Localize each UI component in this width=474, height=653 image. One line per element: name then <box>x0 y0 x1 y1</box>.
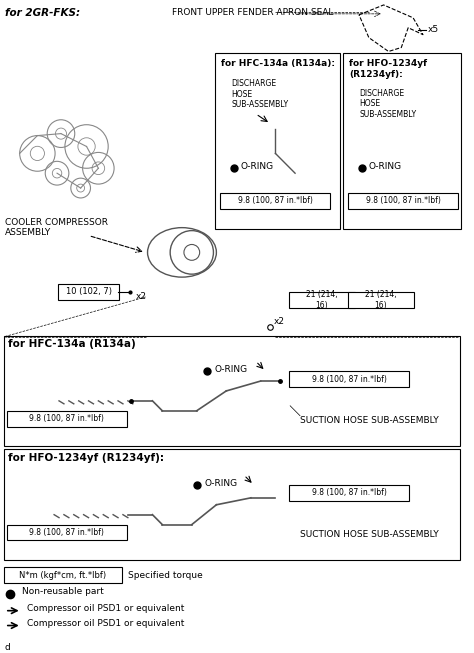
FancyBboxPatch shape <box>348 292 414 308</box>
FancyBboxPatch shape <box>343 54 461 229</box>
Text: FRONT UPPER FENDER APRON SEAL: FRONT UPPER FENDER APRON SEAL <box>172 8 334 17</box>
Text: for HFC-134a (R134a): for HFC-134a (R134a) <box>8 340 136 349</box>
Text: 9.8 (100, 87 in.*lbf): 9.8 (100, 87 in.*lbf) <box>238 197 313 206</box>
Text: O-RING: O-RING <box>205 479 238 488</box>
FancyBboxPatch shape <box>4 336 460 447</box>
Text: 9.8 (100, 87 in.*lbf): 9.8 (100, 87 in.*lbf) <box>366 197 441 206</box>
Text: Specified torque: Specified torque <box>128 571 202 580</box>
Text: O-RING: O-RING <box>241 162 274 171</box>
Text: DISCHARGE
HOSE
SUB-ASSEMBLY: DISCHARGE HOSE SUB-ASSEMBLY <box>359 89 416 119</box>
Text: 21 (214,
16): 21 (214, 16) <box>306 290 337 310</box>
Text: for 2GR-FKS:: for 2GR-FKS: <box>5 8 80 18</box>
FancyBboxPatch shape <box>348 193 458 209</box>
Text: 21 (214,
16): 21 (214, 16) <box>365 290 396 310</box>
Text: 9.8 (100, 87 in.*lbf): 9.8 (100, 87 in.*lbf) <box>312 488 387 498</box>
FancyBboxPatch shape <box>4 567 122 583</box>
FancyBboxPatch shape <box>289 292 355 308</box>
Text: x2: x2 <box>273 317 284 326</box>
FancyBboxPatch shape <box>4 449 460 560</box>
FancyBboxPatch shape <box>58 284 119 300</box>
Text: for HFO-1234yf (R1234yf):: for HFO-1234yf (R1234yf): <box>8 453 164 464</box>
FancyBboxPatch shape <box>289 371 409 387</box>
Text: O-RING: O-RING <box>369 162 402 171</box>
Text: COOLER COMPRESSOR
ASSEMBLY: COOLER COMPRESSOR ASSEMBLY <box>5 217 108 237</box>
Text: d: d <box>5 643 11 652</box>
Text: N*m (kgf*cm, ft.*lbf): N*m (kgf*cm, ft.*lbf) <box>19 571 107 580</box>
Text: 9.8 (100, 87 in.*lbf): 9.8 (100, 87 in.*lbf) <box>29 414 104 423</box>
Text: for HFO-1234yf
(R1234yf):: for HFO-1234yf (R1234yf): <box>349 59 427 79</box>
Text: Non-reusable part: Non-reusable part <box>22 587 103 596</box>
FancyBboxPatch shape <box>220 193 330 209</box>
Text: SUCTION HOSE SUB-ASSEMBLY: SUCTION HOSE SUB-ASSEMBLY <box>300 416 439 424</box>
FancyBboxPatch shape <box>7 411 127 426</box>
Text: O-RING: O-RING <box>214 364 247 374</box>
Text: 10 (102, 7): 10 (102, 7) <box>65 287 111 296</box>
FancyBboxPatch shape <box>215 54 340 229</box>
Text: for HFC-134a (R134a):: for HFC-134a (R134a): <box>221 59 335 69</box>
Text: Compressor oil PSD1 or equivalent: Compressor oil PSD1 or equivalent <box>27 604 184 613</box>
Text: 9.8 (100, 87 in.*lbf): 9.8 (100, 87 in.*lbf) <box>29 528 104 537</box>
FancyBboxPatch shape <box>7 524 127 541</box>
Text: x5: x5 <box>428 25 439 34</box>
Text: x2: x2 <box>136 292 147 301</box>
Text: Compressor oil PSD1 or equivalent: Compressor oil PSD1 or equivalent <box>27 619 184 628</box>
FancyBboxPatch shape <box>289 485 409 501</box>
Text: 9.8 (100, 87 in.*lbf): 9.8 (100, 87 in.*lbf) <box>312 375 387 383</box>
Text: DISCHARGE
HOSE
SUB-ASSEMBLY: DISCHARGE HOSE SUB-ASSEMBLY <box>231 79 288 109</box>
Text: SUCTION HOSE SUB-ASSEMBLY: SUCTION HOSE SUB-ASSEMBLY <box>300 530 439 539</box>
